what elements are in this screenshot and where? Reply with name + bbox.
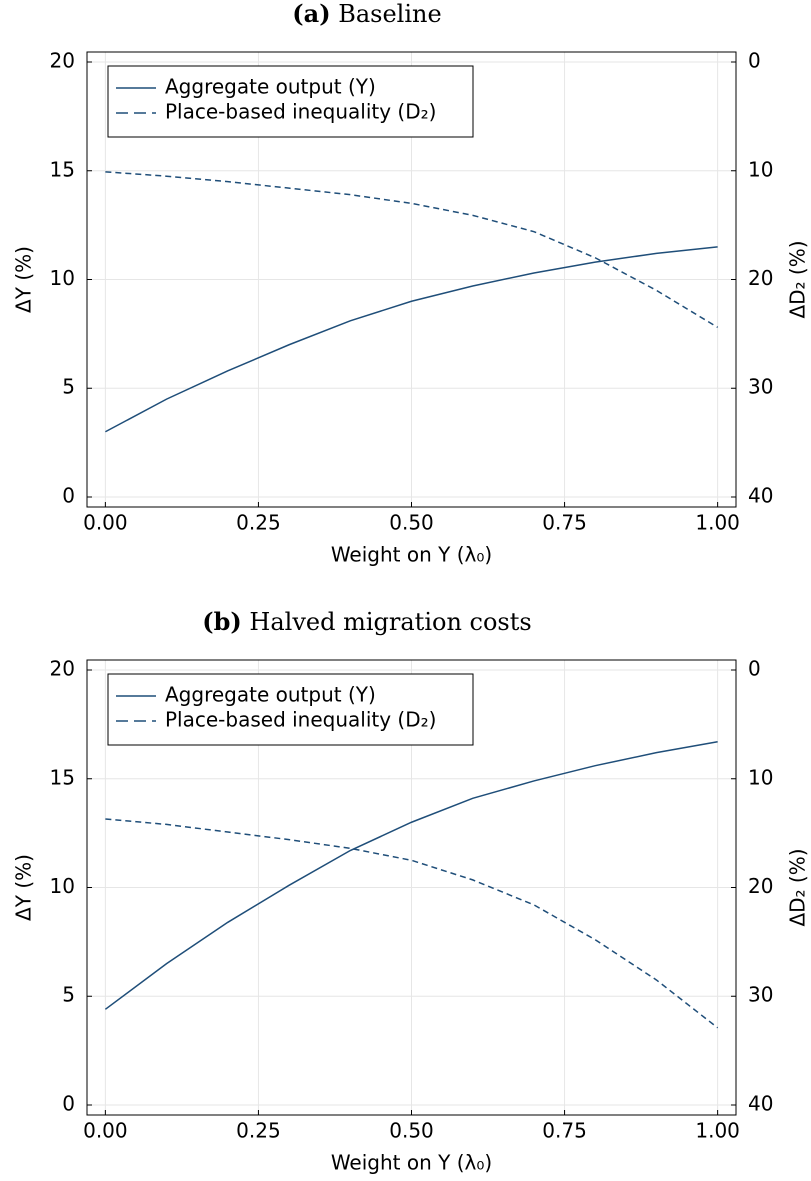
y2-tick-label: 10 xyxy=(748,765,773,789)
x-tick-label: 1.00 xyxy=(695,511,740,535)
legend-box xyxy=(107,673,474,746)
panel: (b) Halved migration costs 0.00 0.25 0.50 0.… xyxy=(12,607,810,1175)
y-tick-label: 10 xyxy=(50,266,75,290)
y-tick-label: 15 xyxy=(50,157,75,181)
y2-tick-label: 20 xyxy=(748,266,773,290)
y2-tick-label: 30 xyxy=(748,983,773,1007)
data-line xyxy=(105,818,719,1029)
title-label: (a) xyxy=(292,0,330,28)
x-tick-label: 0.00 xyxy=(83,511,128,535)
legend-box xyxy=(107,65,474,138)
x-tick-label: 1.00 xyxy=(695,1119,740,1143)
panel-title: (a) Baseline xyxy=(292,0,441,28)
data-line xyxy=(104,741,718,1010)
x-axis-label: Weight on Y (λ₀) xyxy=(331,543,492,567)
x-tick-label: 0.75 xyxy=(542,1119,587,1143)
title-label: (b) xyxy=(202,607,242,636)
legend-label: Aggregate output (Y) xyxy=(165,75,376,99)
y2-tick-label: 0 xyxy=(748,657,761,681)
title-text: Baseline xyxy=(338,0,441,28)
title-text: Halved migration costs xyxy=(249,608,531,636)
y-tick-label: 5 xyxy=(62,375,75,399)
y-tick-label: 20 xyxy=(50,657,75,681)
y2-axis-label: ΔD₂ (%) xyxy=(786,240,810,318)
y-tick-label: 0 xyxy=(62,483,75,507)
y-axis-label: ΔY (%) xyxy=(12,246,36,313)
y-tick-label: 0 xyxy=(62,1091,75,1115)
y2-axis-label: ΔD₂ (%) xyxy=(786,848,810,926)
x-axis-label: Weight on Y (λ₀) xyxy=(331,1151,492,1175)
y-tick-label: 5 xyxy=(62,983,75,1007)
y-tick-label: 20 xyxy=(50,49,75,73)
x-tick-label: 0.25 xyxy=(236,511,281,535)
y-tick-label: 10 xyxy=(50,874,75,898)
y2-tick-label: 10 xyxy=(748,157,773,181)
y-axis-label: ΔY (%) xyxy=(12,854,36,921)
legend-label: Aggregate output (Y) xyxy=(165,683,376,707)
x-tick-label: 0.75 xyxy=(542,511,587,535)
y2-tick-label: 0 xyxy=(748,49,761,73)
x-tick-label: 0.50 xyxy=(389,511,434,535)
y-tick-label: 15 xyxy=(50,765,75,789)
data-line xyxy=(105,171,719,328)
data-line xyxy=(105,246,718,433)
legend-label: Place-based inequality (D₂) xyxy=(165,100,436,124)
x-tick-label: 0.00 xyxy=(83,1119,128,1143)
y2-tick-label: 40 xyxy=(748,483,773,507)
plot-frame xyxy=(86,51,737,508)
x-tick-label: 0.25 xyxy=(236,1119,281,1143)
y2-tick-label: 20 xyxy=(748,874,773,898)
plot-frame xyxy=(86,659,737,1116)
legend-label: Place-based inequality (D₂) xyxy=(165,708,436,732)
y2-tick-label: 40 xyxy=(748,1091,773,1115)
x-tick-label: 0.50 xyxy=(389,1119,434,1143)
panel: (a) Baseline 0.00 0.25 0.50 0.75 1.00 0 5 10 15 20… xyxy=(12,0,810,567)
panel-title: (b) Halved migration costs xyxy=(202,607,531,636)
y2-tick-label: 30 xyxy=(748,375,773,399)
